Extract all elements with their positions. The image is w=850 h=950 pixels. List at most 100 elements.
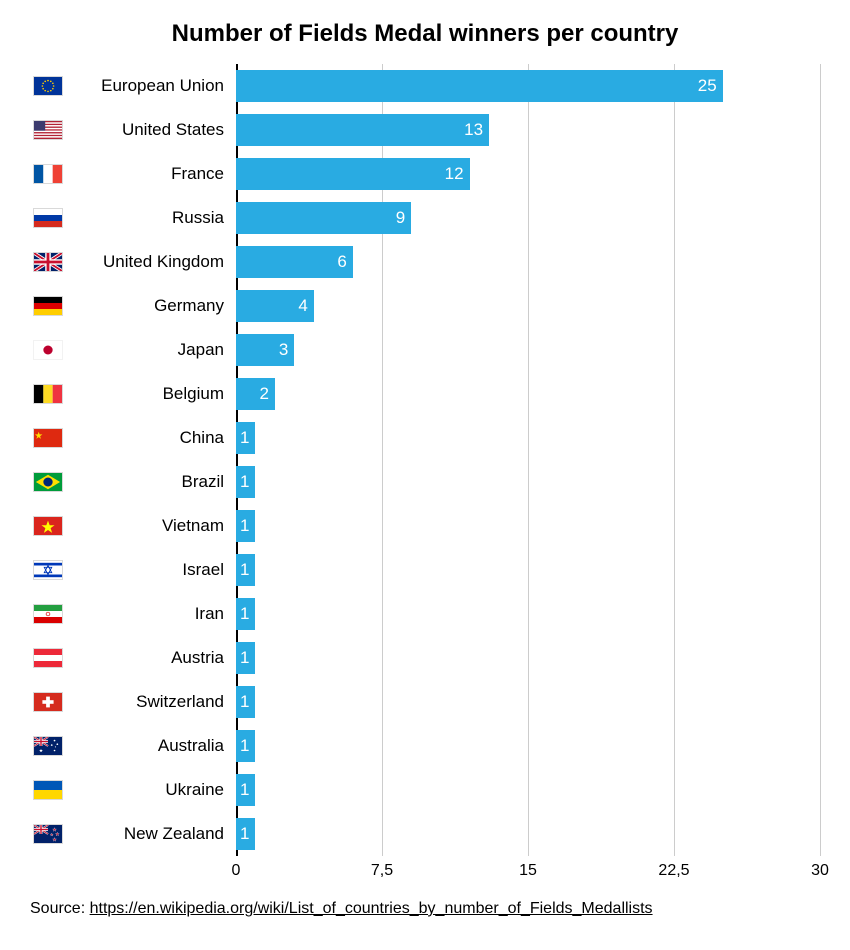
- chart-row: European Union 25: [30, 64, 820, 108]
- bar-value-label: 6: [337, 252, 346, 272]
- source-prefix: Source:: [30, 900, 90, 917]
- x-axis: 07,51522,530: [236, 856, 820, 886]
- country-label: Germany: [66, 296, 236, 316]
- country-label: European Union: [66, 76, 236, 96]
- plot-cell: 1: [236, 460, 820, 504]
- x-tick-label: 22,5: [658, 862, 689, 880]
- chart-row: Vietnam1: [30, 504, 820, 548]
- de-flag-icon: [33, 296, 63, 316]
- flag-cell: [30, 560, 66, 580]
- chart-row: United States13: [30, 108, 820, 152]
- source-link[interactable]: https://en.wikipedia.org/wiki/List_of_co…: [90, 900, 653, 917]
- country-label: France: [66, 164, 236, 184]
- country-label: United States: [66, 120, 236, 140]
- eu-flag-icon: [33, 76, 63, 96]
- bar-value-label: 1: [240, 516, 249, 536]
- flag-cell: [30, 780, 66, 800]
- bar-value-label: 12: [445, 164, 464, 184]
- bar-value-label: 1: [240, 472, 249, 492]
- bar-value-label: 1: [240, 560, 249, 580]
- country-label: Russia: [66, 208, 236, 228]
- ru-flag-icon: [33, 208, 63, 228]
- fr-flag-icon: [33, 164, 63, 184]
- plot-cell: 1: [236, 636, 820, 680]
- chart-row: Israel1: [30, 548, 820, 592]
- flag-cell: [30, 648, 66, 668]
- chart-row: Ukraine1: [30, 768, 820, 812]
- country-label: Ukraine: [66, 780, 236, 800]
- country-label: Belgium: [66, 384, 236, 404]
- country-label: Japan: [66, 340, 236, 360]
- country-label: United Kingdom: [66, 252, 236, 272]
- bar: 1: [236, 466, 255, 498]
- x-tick-label: 30: [811, 862, 829, 880]
- bar: 1: [236, 818, 255, 850]
- plot-cell: 1: [236, 416, 820, 460]
- plot-cell: 2: [236, 372, 820, 416]
- gb-flag-icon: [33, 252, 63, 272]
- chart-rows: European Union25United States13France12R…: [30, 64, 820, 856]
- plot-cell: 6: [236, 240, 820, 284]
- flag-cell: [30, 692, 66, 712]
- chart-row: Belgium 2: [30, 372, 820, 416]
- bar: 2: [236, 378, 275, 410]
- flag-cell: [30, 604, 66, 624]
- bar-value-label: 9: [396, 208, 405, 228]
- plot-cell: 1: [236, 812, 820, 856]
- bar: 1: [236, 422, 255, 454]
- x-tick-label: 7,5: [371, 862, 393, 880]
- bar-value-label: 1: [240, 692, 249, 712]
- chart-row: Russia 9: [30, 196, 820, 240]
- flag-cell: [30, 208, 66, 228]
- flag-cell: [30, 296, 66, 316]
- chart-row: Australia1: [30, 724, 820, 768]
- country-label: China: [66, 428, 236, 448]
- cn-flag-icon: [33, 428, 63, 448]
- chart-row: Switzerland1: [30, 680, 820, 724]
- bar-value-label: 2: [259, 384, 268, 404]
- plot-cell: 13: [236, 108, 820, 152]
- au-flag-icon: [33, 736, 63, 756]
- plot-cell: 1: [236, 592, 820, 636]
- plot-cell: 1: [236, 548, 820, 592]
- bar: 4: [236, 290, 314, 322]
- gridline: [820, 64, 821, 856]
- flag-cell: [30, 384, 66, 404]
- country-label: Vietnam: [66, 516, 236, 536]
- bar-value-label: 1: [240, 428, 249, 448]
- flag-cell: [30, 252, 66, 272]
- bar-value-label: 1: [240, 648, 249, 668]
- country-label: Australia: [66, 736, 236, 756]
- country-label: Austria: [66, 648, 236, 668]
- flag-cell: [30, 340, 66, 360]
- bar-value-label: 1: [240, 736, 249, 756]
- bar-value-label: 1: [240, 604, 249, 624]
- country-label: Israel: [66, 560, 236, 580]
- plot-cell: 1: [236, 504, 820, 548]
- bar-value-label: 1: [240, 780, 249, 800]
- bar-value-label: 25: [698, 76, 717, 96]
- plot-cell: 25: [236, 64, 820, 108]
- chart-row: Iran1: [30, 592, 820, 636]
- flag-cell: [30, 824, 66, 844]
- bar: 1: [236, 598, 255, 630]
- flag-cell: [30, 472, 66, 492]
- chart-row: United Kingdom 6: [30, 240, 820, 284]
- vn-flag-icon: [33, 516, 63, 536]
- plot-cell: 4: [236, 284, 820, 328]
- ir-flag-icon: [33, 604, 63, 624]
- source-line: Source: https://en.wikipedia.org/wiki/Li…: [30, 900, 820, 918]
- bar: 1: [236, 730, 255, 762]
- bar: 25: [236, 70, 723, 102]
- bar: 1: [236, 510, 255, 542]
- bar-value-label: 4: [298, 296, 307, 316]
- bar-value-label: 1: [240, 824, 249, 844]
- chart-row: China1: [30, 416, 820, 460]
- br-flag-icon: [33, 472, 63, 492]
- be-flag-icon: [33, 384, 63, 404]
- plot-cell: 9: [236, 196, 820, 240]
- bar-chart: European Union25United States13France12R…: [30, 64, 820, 886]
- ch-flag-icon: [33, 692, 63, 712]
- bar: 3: [236, 334, 294, 366]
- bar: 9: [236, 202, 411, 234]
